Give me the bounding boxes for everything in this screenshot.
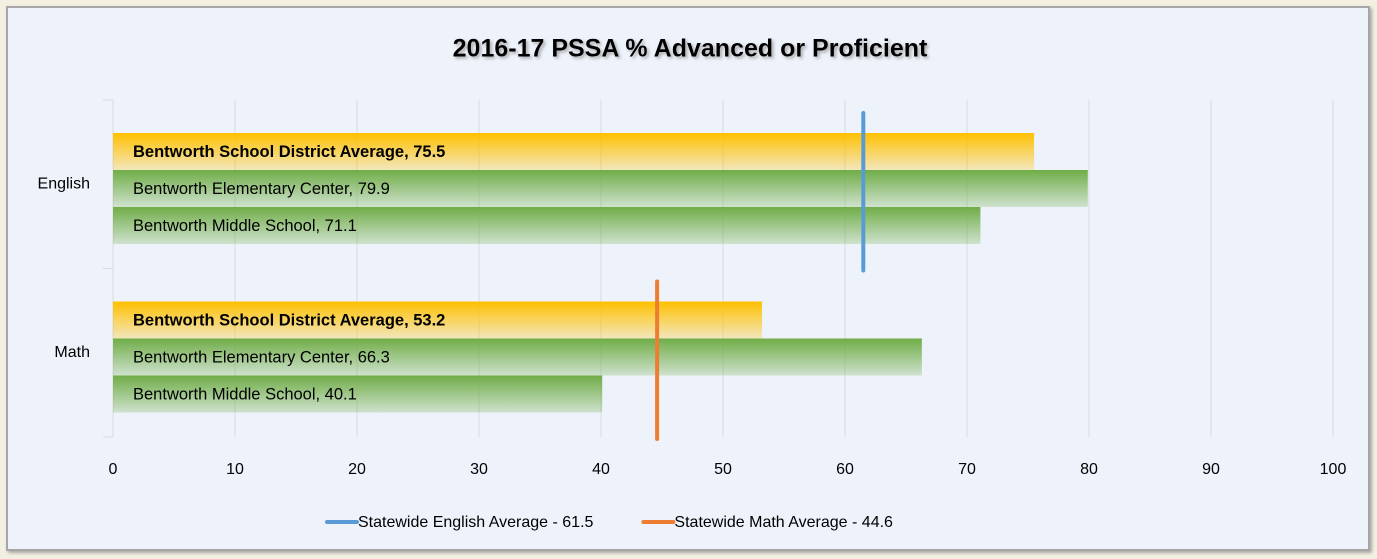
chart-title: 2016-17 PSSA % Advanced or Proficient	[453, 35, 928, 63]
bar	[113, 170, 1088, 207]
x-tick-label: 60	[836, 461, 854, 478]
bar	[113, 207, 981, 244]
y-tick-label: Math	[54, 344, 90, 361]
x-tick-label: 40	[592, 461, 610, 478]
x-tick-label: 100	[1320, 461, 1347, 478]
bar	[113, 375, 603, 413]
data-label: Bentworth Middle School, 40.1	[133, 385, 357, 403]
x-tick-label: 10	[226, 461, 244, 478]
bar	[113, 133, 1035, 170]
legend-label: Statewide Math Average - 44.6	[674, 514, 893, 531]
x-tick-label: 90	[1202, 461, 1220, 478]
chart-panel	[6, 6, 1370, 551]
data-label: Bentworth Elementary Center, 66.3	[133, 348, 390, 366]
x-tick-label: 70	[958, 461, 976, 478]
x-tick-label: 30	[470, 461, 488, 478]
legend-label: Statewide English Average - 61.5	[358, 514, 594, 531]
x-tick-label: 20	[348, 461, 366, 478]
data-label: Bentworth Elementary Center, 79.9	[133, 180, 390, 198]
x-tick-label: 0	[109, 461, 118, 478]
data-label: Bentworth School District Average, 53.2	[133, 311, 445, 329]
bar	[113, 301, 763, 339]
y-tick-label: English	[38, 175, 90, 192]
x-tick-label: 50	[714, 461, 732, 478]
data-label: Bentworth School District Average, 75.5	[133, 143, 445, 161]
bar	[113, 338, 922, 376]
data-label: Bentworth Middle School, 71.1	[133, 217, 357, 235]
x-tick-label: 80	[1080, 461, 1098, 478]
